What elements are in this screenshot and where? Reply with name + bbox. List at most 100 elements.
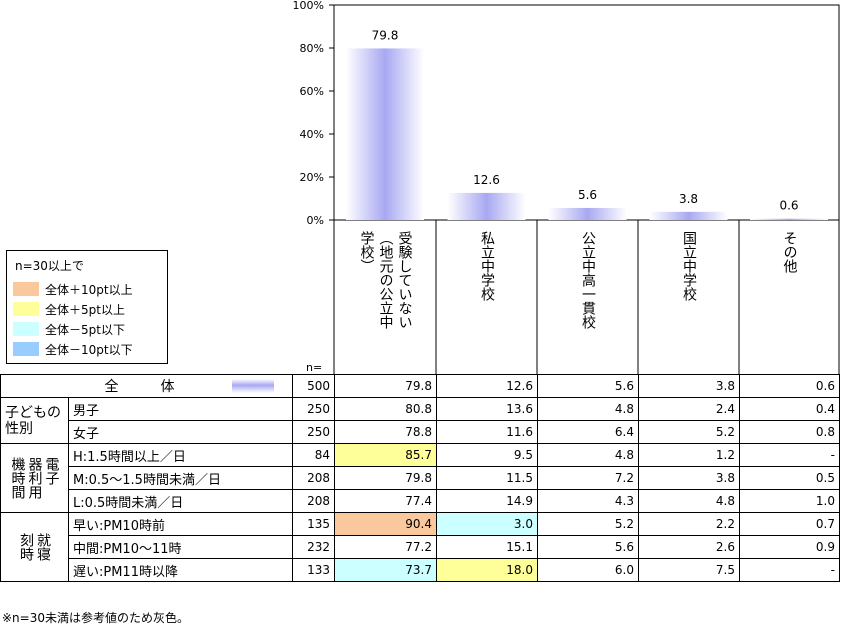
table-cell: 5.6 <box>537 374 639 398</box>
bar-value-label: 12.6 <box>473 173 500 187</box>
category-label: 学校） <box>358 231 375 273</box>
group-label-line: 性別 <box>5 420 33 437</box>
table-cell: 9.5 <box>436 443 538 467</box>
table-cell: 0.9 <box>739 535 840 559</box>
table-cell: 3.0 <box>436 512 538 536</box>
table-cell: 5.2 <box>537 512 639 536</box>
table-cell: 11.6 <box>436 420 538 444</box>
table-cell: 232 <box>292 535 335 559</box>
category-label: その他 <box>781 231 798 273</box>
legend-item: 全体－10pt以下 <box>13 341 133 357</box>
table-cell: 4.8 <box>638 489 740 513</box>
category-header: 受験していない （地元の公立中 学校） <box>334 221 436 375</box>
table-cell: - <box>739 558 840 582</box>
table-cell: 11.5 <box>436 466 538 490</box>
data-table: 全 体 500 79.8 12.6 5.6 3.8 0.6 子どもの 性別 男子 250 80.8 13… <box>0 374 840 582</box>
group-label-line: 刻時 <box>18 533 34 561</box>
table-cell: 13.6 <box>436 397 538 421</box>
bars <box>346 48 828 221</box>
bar <box>548 207 627 220</box>
table-row: L:0.5時間未満／日 208 77.4 14.9 4.3 4.8 1.0 <box>1 489 840 513</box>
legend-label: 全体－5pt以下 <box>45 322 125 337</box>
table-cell: 5.2 <box>638 420 740 444</box>
legend-swatch <box>13 322 39 336</box>
y-tick-label: 20% <box>300 171 324 184</box>
legend-label: 全体＋10pt以上 <box>45 282 133 297</box>
table-cell: 15.1 <box>436 535 538 559</box>
group-label-line: 機時間 <box>9 457 26 499</box>
y-tick-label: 80% <box>300 42 324 55</box>
bar-labels: 79.8 12.6 5.6 3.8 0.6 <box>372 28 799 212</box>
table-cell: 80.8 <box>334 397 437 421</box>
table-cell: 250 <box>292 397 335 421</box>
table-cell: 12.6 <box>436 374 538 398</box>
row-label: 女子 <box>68 420 293 444</box>
category-header: 公立中高一貫校 <box>537 221 638 375</box>
table-cell: 77.2 <box>334 535 437 559</box>
table-cell: 14.9 <box>436 489 538 513</box>
table-cell: 6.0 <box>537 558 639 582</box>
bar <box>447 192 526 220</box>
table-cell: 7.5 <box>638 558 740 582</box>
table-cell: 250 <box>292 420 335 444</box>
category-header: 私立中学校 <box>436 221 537 375</box>
table-cell: 73.7 <box>334 558 437 582</box>
row-label: 早い:PM10時前 <box>68 512 293 536</box>
legend-title: n=30以上で <box>15 259 84 273</box>
category-label: 私立中学校 <box>479 231 495 301</box>
category-label: 国立中学校 <box>681 231 697 301</box>
legend-swatch <box>13 342 39 356</box>
bar-value-label: 3.8 <box>679 192 698 206</box>
bar-value-label: 0.6 <box>779 199 798 213</box>
table-row: M:0.5〜1.5時間未満／日 208 79.8 11.5 7.2 3.8 0.5 <box>1 466 840 490</box>
group-label: 電子 器利用 機時間 <box>0 443 69 513</box>
table-row: 遅い:PM11時以降 133 73.7 18.0 6.0 7.5- <box>1 558 840 582</box>
group-label: 就寝 刻時 <box>0 512 69 582</box>
row-label: M:0.5〜1.5時間未満／日 <box>68 466 293 490</box>
table-cell: 500 <box>292 374 335 398</box>
table-cell: 0.6 <box>739 374 840 398</box>
legend-swatch <box>13 282 39 296</box>
table-row: 中間:PM10〜11時 232 77.2 15.1 5.6 2.6 0.9 <box>1 535 840 559</box>
table-cell: 84 <box>292 443 335 467</box>
legend-label: 全体－10pt以下 <box>45 342 133 357</box>
row-label: 遅い:PM11時以降 <box>68 558 293 582</box>
table-cell: 0.8 <box>739 420 840 444</box>
y-tick-label: 60% <box>300 85 324 98</box>
legend-swatch <box>13 302 39 316</box>
table-cell: 1.2 <box>638 443 740 467</box>
table-cell: 78.8 <box>334 420 437 444</box>
bar <box>346 48 424 221</box>
table-cell: 5.6 <box>537 535 639 559</box>
y-tick-label: 40% <box>300 128 324 141</box>
group-label: 子どもの 性別 <box>0 397 69 444</box>
group-label-line: 器利用 <box>26 457 43 499</box>
bar <box>649 211 728 220</box>
row-label: L:0.5時間未満／日 <box>68 489 293 513</box>
y-axis: 0% 20% 40% 60% 80% 100% <box>293 0 334 227</box>
y-tick-label: 100% <box>293 0 324 12</box>
category-header: 国立中学校 <box>638 221 739 375</box>
legend-label: 全体＋5pt以上 <box>45 302 125 317</box>
table-cell: 90.4 <box>334 512 437 536</box>
table-cell: 2.2 <box>638 512 740 536</box>
table-row: 子どもの 性別 男子 250 80.8 13.6 4.8 2.4 0.4 <box>0 397 840 444</box>
legend-item: 全体＋10pt以上 <box>13 281 133 297</box>
table-cell: - <box>739 443 840 467</box>
total-mini-bar <box>232 379 274 393</box>
table-cell: 79.8 <box>334 374 437 398</box>
table-cell: 2.4 <box>638 397 740 421</box>
bar-value-label: 5.6 <box>578 188 597 202</box>
row-label: H:1.5時間以上／日 <box>68 443 293 467</box>
total-label: 全 体 <box>0 374 293 398</box>
table-cell: 3.8 <box>638 466 740 490</box>
table-cell: 133 <box>292 558 335 582</box>
table-cell: 1.0 <box>739 489 840 513</box>
table-cell: 85.7 <box>334 443 437 467</box>
table-cell: 0.4 <box>739 397 840 421</box>
category-label: 公立中高一貫校 <box>580 231 596 329</box>
table-row: 女子 250 78.8 11.6 6.4 5.2 0.8 <box>1 420 840 444</box>
table-cell: 7.2 <box>537 466 639 490</box>
n-label: n= <box>306 361 323 374</box>
